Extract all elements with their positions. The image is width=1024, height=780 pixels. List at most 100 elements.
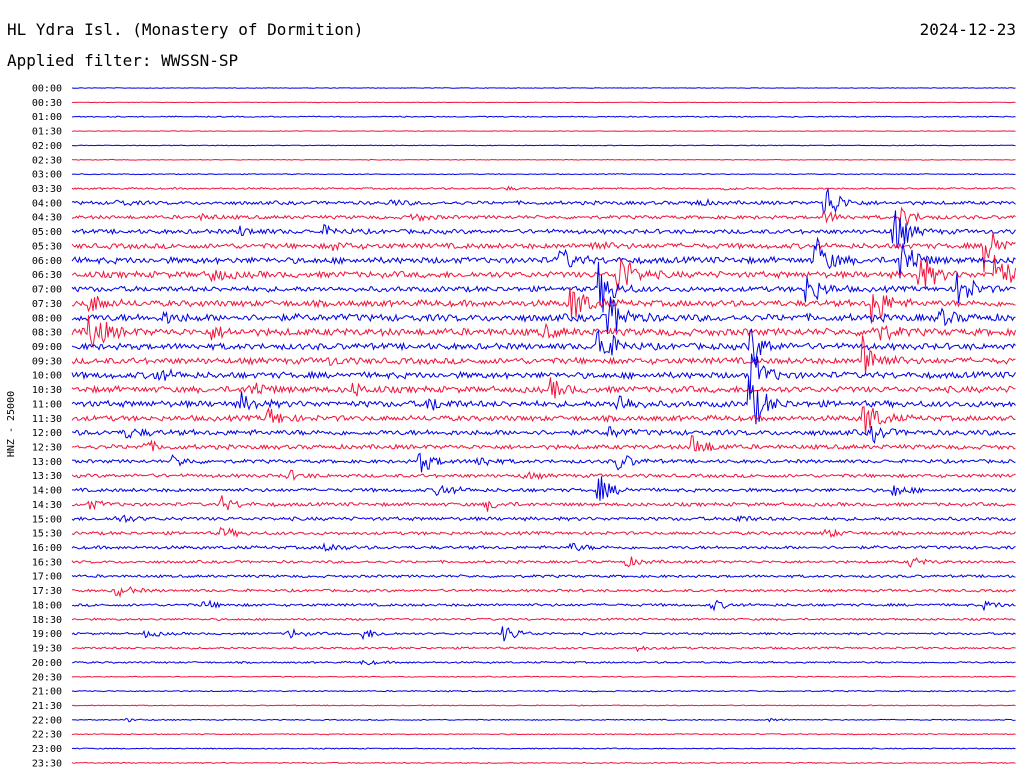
seismic-trace <box>71 659 1016 666</box>
seismic-trace <box>71 406 1016 435</box>
filter-label: Applied filter: WWSSN-SP <box>7 51 239 70</box>
time-label: 18:00 <box>32 600 62 611</box>
seismic-trace <box>71 526 1016 539</box>
time-label: 09:00 <box>32 342 62 353</box>
time-label: 15:00 <box>32 514 62 525</box>
time-label: 12:30 <box>32 443 62 454</box>
time-label: 16:00 <box>32 543 62 554</box>
time-label: 07:30 <box>32 299 62 310</box>
record-date: 2024-12-23 <box>919 20 1016 39</box>
time-label: 05:30 <box>32 241 62 252</box>
seismic-trace <box>71 573 1016 579</box>
time-label: 15:30 <box>32 529 62 540</box>
trace-group <box>71 87 1016 765</box>
seismic-trace <box>71 689 1016 693</box>
seismic-trace <box>71 599 1016 612</box>
time-label: 23:00 <box>32 744 62 755</box>
time-label: 00:30 <box>32 98 62 109</box>
time-label: 23:30 <box>32 758 62 769</box>
seismic-trace <box>71 261 1016 313</box>
time-label-group: 00:00 00:30 01:00 01:30 02:00 02:30 03:00 03:30… <box>32 84 62 770</box>
seismic-trace <box>71 452 1016 473</box>
seismic-trace <box>71 761 1016 765</box>
seismic-trace <box>71 426 1016 445</box>
station-title: HL Ydra Isl. (Monastery of Dormition) <box>7 20 364 39</box>
time-label: 22:00 <box>32 715 62 726</box>
seismic-trace <box>71 87 1016 89</box>
seismic-trace <box>71 185 1016 192</box>
time-label: 19:00 <box>32 629 62 640</box>
seismic-trace <box>72 115 1016 118</box>
time-label: 06:00 <box>32 256 62 267</box>
seismic-trace <box>71 236 1016 279</box>
seismic-trace <box>71 335 1016 375</box>
time-label: 02:30 <box>32 155 62 166</box>
seismic-trace <box>71 747 1016 750</box>
seismic-trace <box>71 514 1016 524</box>
seismic-trace <box>71 495 1016 512</box>
time-label: 21:30 <box>32 701 62 712</box>
seismic-trace <box>71 469 1016 482</box>
seismic-trace <box>71 173 1016 176</box>
time-label: 03:00 <box>32 170 62 181</box>
time-label: 14:00 <box>32 486 62 497</box>
seismic-trace <box>71 206 1016 227</box>
seismic-trace <box>71 296 1016 335</box>
seismic-trace <box>71 732 1016 736</box>
time-label: 18:30 <box>32 615 62 626</box>
time-label: 19:30 <box>32 644 62 655</box>
seismic-trace <box>71 353 1016 400</box>
seismic-trace <box>71 675 1016 678</box>
time-label: 10:30 <box>32 385 62 396</box>
time-label: 13:00 <box>32 457 62 468</box>
seismic-trace <box>71 188 1016 215</box>
time-label: 20:30 <box>32 672 62 683</box>
time-label: 16:30 <box>32 557 62 568</box>
time-label: 08:30 <box>32 328 62 339</box>
seismic-trace <box>71 626 1016 642</box>
seismic-trace <box>72 286 1016 324</box>
time-label: 12:00 <box>32 428 62 439</box>
seismic-trace <box>71 379 1016 425</box>
time-label: 17:00 <box>32 572 62 583</box>
time-label: 11:30 <box>32 414 62 425</box>
seismic-trace <box>71 476 1016 501</box>
time-label: 08:00 <box>32 313 62 324</box>
seismic-trace <box>71 542 1016 552</box>
seismic-trace <box>71 210 1016 249</box>
seismic-trace <box>71 704 1016 707</box>
seismic-trace <box>71 232 1016 273</box>
time-label: 11:00 <box>32 399 62 410</box>
time-label: 09:30 <box>32 356 62 367</box>
time-label: 14:30 <box>32 500 62 511</box>
seismic-trace <box>71 158 1016 161</box>
time-label: 17:30 <box>32 586 62 597</box>
time-label: 22:30 <box>32 730 62 741</box>
time-label: 01:30 <box>32 127 62 138</box>
time-label: 10:00 <box>32 371 62 382</box>
seismic-trace <box>71 435 1016 452</box>
time-label: 04:30 <box>32 213 62 224</box>
time-label: 21:00 <box>32 687 62 698</box>
time-label: 20:00 <box>32 658 62 669</box>
seismic-trace <box>71 328 1016 365</box>
seismic-trace <box>71 315 1016 349</box>
time-label: 00:00 <box>32 84 62 95</box>
seismic-trace <box>71 717 1016 723</box>
time-label: 04:00 <box>32 198 62 209</box>
seismic-trace <box>71 254 1016 291</box>
time-label: 05:00 <box>32 227 62 238</box>
seismic-trace <box>71 586 1016 599</box>
seismic-trace <box>71 130 1016 132</box>
seismic-trace <box>71 377 1016 399</box>
time-label: 13:30 <box>32 471 62 482</box>
seismic-trace <box>71 144 1016 147</box>
time-label: 07:00 <box>32 285 62 296</box>
seismic-trace <box>71 101 1016 104</box>
time-label: 02:00 <box>32 141 62 152</box>
seismic-trace <box>71 556 1016 568</box>
time-label: 06:30 <box>32 270 62 281</box>
time-label: 03:30 <box>32 184 62 195</box>
seismic-trace <box>71 617 1016 622</box>
